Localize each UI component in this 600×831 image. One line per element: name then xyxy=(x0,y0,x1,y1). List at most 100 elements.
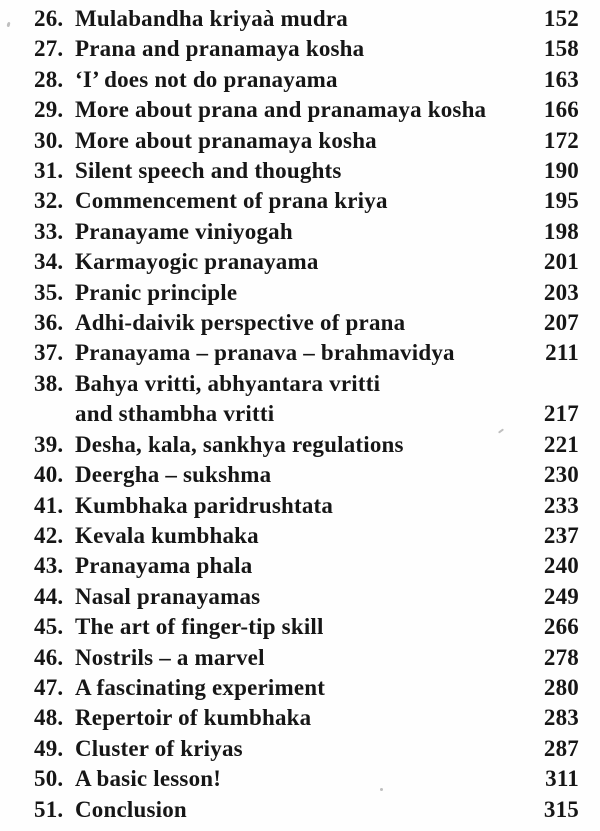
toc-entry: 38. Bahya vritti, abhyantara vritti and s… xyxy=(34,369,579,430)
entry-number: 26. xyxy=(34,6,64,31)
entry-page-number: 266 xyxy=(543,614,579,640)
entry-title-line: More about pranamaya kosha xyxy=(75,127,377,153)
entry-title: A fascinating experiment xyxy=(75,673,544,703)
entry-title: Pranic principle xyxy=(75,278,544,308)
toc-list: 26. Mulabandha kriyaà mudra 152 27. Pran… xyxy=(34,4,579,825)
entry-title-line: Pranic principle xyxy=(75,279,238,305)
toc-entry: 37. Pranayama – pranava – brahmavidya 21… xyxy=(34,338,579,368)
entry-title: Cluster of kriyas xyxy=(75,734,544,764)
entry-page-number: 237 xyxy=(543,522,579,548)
toc-entry: 47. A fascinating experiment 280 xyxy=(34,673,579,703)
entry-title: Conclusion xyxy=(75,795,544,825)
entry-title: Kevala kumbhaka xyxy=(75,521,544,551)
entry-page-number: 311 xyxy=(545,766,579,792)
entry-number: 29. xyxy=(34,97,64,123)
entry-number: 45. xyxy=(34,614,64,640)
entry-title-line: Mulabandha kriyaà mudra xyxy=(75,6,348,31)
entry-number: 37. xyxy=(34,340,64,366)
entry-page-number: 249 xyxy=(543,583,579,609)
entry-number: 48. xyxy=(34,705,64,731)
entry-page-number: 221 xyxy=(543,431,579,457)
entry-title: Bahya vritti, abhyantara vritti and stham… xyxy=(75,369,544,430)
entry-title: Pranayama phala xyxy=(75,551,544,581)
entry-number: 41. xyxy=(34,492,64,518)
entry-number: 35. xyxy=(34,279,64,305)
entry-title: Pranayama – pranava – brahmavidya xyxy=(75,338,545,368)
entry-page-number: 278 xyxy=(543,644,579,670)
entry-title-line: Nasal pranayamas xyxy=(75,583,261,609)
toc-entry: 28. ‘I’ does not do pranayama 163 xyxy=(34,65,579,95)
entry-page-number: 211 xyxy=(545,340,579,366)
entry-title: More about prana and pranamaya kosha xyxy=(75,95,544,125)
entry-title: Desha, kala, sankhya regulations xyxy=(75,430,544,460)
toc-entry: 27. Prana and pranamaya kosha 158 xyxy=(34,34,579,64)
entry-title-line: Prana and pranamaya kosha xyxy=(75,36,365,62)
entry-title: The art of finger-tip skill xyxy=(75,612,544,642)
entry-number: 36. xyxy=(34,310,64,336)
entry-title-line: Silent speech and thoughts xyxy=(75,158,342,184)
entry-number: 33. xyxy=(34,218,64,244)
entry-title-line: A fascinating experiment xyxy=(75,674,326,700)
entry-page-number: 201 xyxy=(543,249,579,275)
toc-entry: 40. Deergha – sukshma 230 xyxy=(34,460,579,490)
entry-number: 44. xyxy=(34,583,64,609)
entry-title-line: Pranayama phala xyxy=(75,553,253,579)
entry-title: A basic lesson! xyxy=(75,764,545,794)
entry-title-line: Kevala kumbhaka xyxy=(75,522,259,548)
entry-title: Silent speech and thoughts xyxy=(75,156,544,186)
entry-title-line: More about prana and pranamaya kosha xyxy=(75,97,487,123)
entry-title: Repertoir of kumbhaka xyxy=(75,703,544,733)
toc-entry: 42. Kevala kumbhaka 237 xyxy=(34,521,579,551)
entry-title-line: Desha, kala, sankhya regulations xyxy=(75,431,404,457)
toc-entry: 45. The art of finger-tip skill 266 xyxy=(34,612,579,642)
entry-page-number: 163 xyxy=(543,66,579,92)
entry-page-number: 198 xyxy=(543,218,579,244)
toc-entry: 32. Commencement of prana kriya 195 xyxy=(34,186,579,216)
entry-page-number: 240 xyxy=(543,553,579,579)
entry-page-number: 190 xyxy=(543,158,579,184)
toc-entry: 48. Repertoir of kumbhaka 283 xyxy=(34,703,579,733)
entry-page-number: 283 xyxy=(543,705,579,731)
toc-entry: 26. Mulabandha kriyaà mudra 152 xyxy=(34,4,579,34)
entry-title: Kumbhaka paridrushtata xyxy=(75,491,544,521)
entry-number: 42. xyxy=(34,522,64,548)
entry-title: Commencement of prana kriya xyxy=(75,186,544,216)
entry-number: 34. xyxy=(34,249,64,275)
entry-title-line: and sthambha vritti xyxy=(75,401,275,427)
entry-page-number: 152 xyxy=(543,6,579,31)
entry-title: Karmayogic pranayama xyxy=(75,247,544,277)
entry-page-number: 230 xyxy=(543,462,579,488)
entry-title-line: The art of finger-tip skill xyxy=(75,614,324,640)
entry-page-number: 172 xyxy=(543,127,579,153)
entry-number: 51. xyxy=(34,796,64,822)
entry-page-number: 287 xyxy=(543,735,579,761)
entry-page-number: 203 xyxy=(543,279,579,305)
entry-title-line: Karmayogic pranayama xyxy=(75,249,319,275)
entry-title-line: Deergha – sukshma xyxy=(75,462,272,488)
entry-number: 32. xyxy=(34,188,64,214)
toc-entry: 34. Karmayogic pranayama 201 xyxy=(34,247,579,277)
toc-entry: 31. Silent speech and thoughts 190 xyxy=(34,156,579,186)
toc-entry: 50. A basic lesson! 311 xyxy=(34,764,579,794)
entry-page-number: 166 xyxy=(543,97,579,123)
toc-entry: 49. Cluster of kriyas 287 xyxy=(34,734,579,764)
entry-number: 46. xyxy=(34,644,64,670)
entry-number: 28. xyxy=(34,66,64,92)
entry-title-line: Nostrils – a marvel xyxy=(75,644,265,670)
entry-title: More about pranamaya kosha xyxy=(75,126,544,156)
entry-page-number: 158 xyxy=(543,36,579,62)
entry-title: Pranayame viniyogah xyxy=(75,217,544,247)
entry-title: Adhi-daivik perspective of prana xyxy=(75,308,544,338)
entry-title: Mulabandha kriyaà mudra xyxy=(75,4,544,34)
toc-entry: 35. Pranic principle 203 xyxy=(34,278,579,308)
entry-title: Deergha – sukshma xyxy=(75,460,544,490)
toc-entry: 44. Nasal pranayamas 249 xyxy=(34,582,579,612)
toc-entry: 51. Conclusion 315 xyxy=(34,795,579,825)
entry-number: 40. xyxy=(34,462,64,488)
toc-entry: 46. Nostrils – a marvel 278 xyxy=(34,643,579,673)
entry-title-line: Cluster of kriyas xyxy=(75,735,243,761)
entry-page-number: 280 xyxy=(543,674,579,700)
entry-title-line: Commencement of prana kriya xyxy=(75,188,388,214)
entry-title: Nostrils – a marvel xyxy=(75,643,544,673)
toc-entry: 39. Desha, kala, sankhya regulations 221 xyxy=(34,430,579,460)
